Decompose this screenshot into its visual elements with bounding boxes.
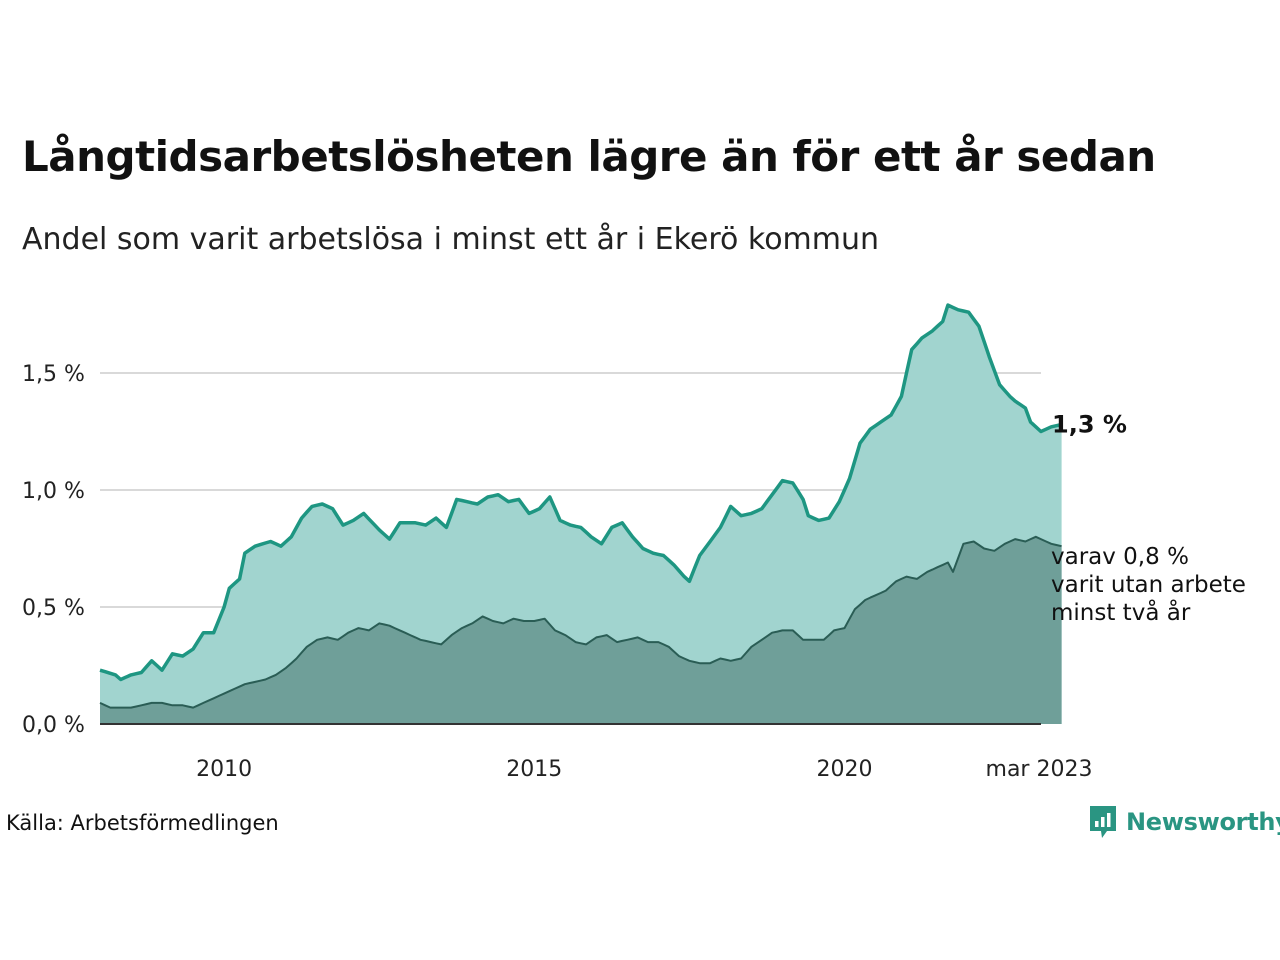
chart-areas bbox=[99, 303, 1062, 725]
line-minst_tva_ar bbox=[99, 535, 1062, 709]
chart-title: Långtidsarbetslösheten lägre än för ett … bbox=[22, 132, 1156, 181]
area-minst_tva_ar bbox=[100, 536, 1062, 724]
y-axis: 0,0 % 0,5 % 1,0 % 1,5 % bbox=[22, 362, 85, 738]
y-tick-label: 1,0 % bbox=[22, 479, 85, 504]
brand-name: Newsworthy bbox=[1126, 808, 1280, 836]
newsworthy-logo-icon bbox=[1090, 806, 1116, 838]
x-tick-label: 2020 bbox=[816, 757, 872, 782]
source-note: Källa: Arbetsförmedlingen bbox=[6, 811, 279, 835]
y-tick-label: 0,5 % bbox=[22, 596, 85, 621]
x-axis: 2010 2015 2020 mar 2023 bbox=[196, 757, 1092, 782]
end-value-label: 1,3 % bbox=[1052, 410, 1127, 438]
area-minst_ett_ar bbox=[100, 305, 1062, 724]
y-tick-label: 0,0 % bbox=[22, 713, 85, 738]
x-tick-label: 2015 bbox=[506, 757, 562, 782]
chart-subtitle: Andel som varit arbetslösa i minst ett å… bbox=[22, 222, 880, 257]
annotation-line: varav 0,8 % bbox=[1051, 544, 1189, 570]
annotation-label: varav 0,8 % varit utan arbete minst två år bbox=[1051, 544, 1246, 626]
x-tick-label-end: mar 2023 bbox=[986, 757, 1093, 782]
x-tick-label: 2010 bbox=[196, 757, 252, 782]
annotation-line: minst två år bbox=[1051, 598, 1191, 626]
annotation-line: varit utan arbete bbox=[1051, 572, 1246, 598]
line-minst_ett_ar bbox=[99, 303, 1062, 682]
y-tick-label: 1,5 % bbox=[22, 362, 85, 387]
brand-logo[interactable]: Newsworthy bbox=[1088, 804, 1280, 840]
